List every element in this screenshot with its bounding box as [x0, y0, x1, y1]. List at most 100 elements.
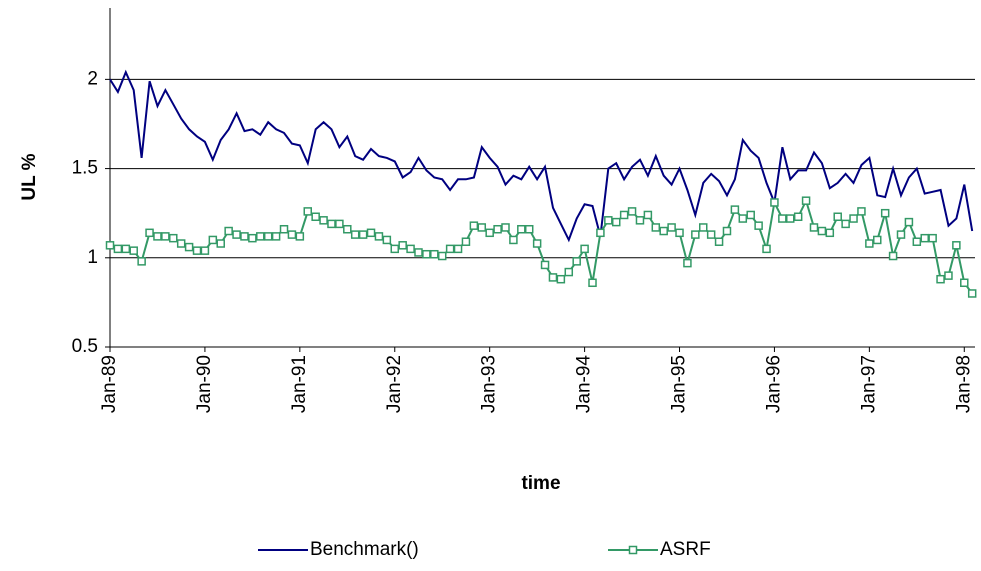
data-point	[809, 223, 819, 232]
data-point	[556, 274, 566, 284]
data-point	[667, 223, 676, 232]
data-point	[833, 212, 842, 222]
data-point	[208, 235, 218, 245]
x-tick-label: Jan-92	[384, 355, 405, 413]
data-point	[137, 257, 146, 266]
data-point	[643, 210, 653, 220]
data-point	[493, 224, 502, 234]
data-point	[604, 216, 613, 225]
data-point	[944, 271, 953, 280]
data-point	[817, 226, 827, 236]
data-point	[635, 216, 645, 225]
data-point	[564, 267, 574, 277]
legend-item: ASRF	[608, 539, 711, 560]
data-point	[659, 226, 668, 236]
data-point	[232, 230, 241, 239]
data-point	[730, 205, 740, 214]
data-point	[271, 232, 281, 241]
y-tick-label: 0.5	[72, 336, 98, 357]
data-point	[335, 219, 344, 229]
data-point	[786, 214, 795, 223]
data-point	[619, 210, 629, 220]
data-point	[706, 230, 716, 239]
data-point	[960, 278, 969, 288]
data-point	[517, 224, 526, 234]
data-point	[422, 249, 431, 259]
data-point	[501, 223, 510, 232]
data-point	[896, 230, 906, 239]
data-point	[801, 196, 811, 205]
data-point	[469, 221, 479, 230]
data-point	[572, 257, 581, 266]
data-point	[762, 244, 771, 254]
data-point	[825, 228, 835, 238]
data-point	[319, 216, 328, 225]
data-point	[461, 237, 471, 246]
data-point	[588, 278, 597, 288]
x-tick-label: Jan-93	[479, 355, 500, 413]
data-point	[311, 212, 320, 222]
data-point	[936, 274, 945, 284]
data-point	[295, 232, 305, 241]
data-point	[453, 244, 463, 254]
data-point	[920, 233, 929, 243]
x-axis-title: time	[521, 473, 560, 494]
data-point	[714, 237, 724, 246]
data-point	[778, 214, 787, 223]
legend-label: Benchmark()	[310, 539, 419, 560]
x-tick-label: Jan-91	[289, 355, 310, 413]
data-point	[279, 224, 289, 234]
data-point	[350, 230, 360, 239]
data-point	[880, 208, 890, 218]
data-point	[366, 228, 376, 238]
data-point	[738, 214, 748, 223]
x-tick-label: Jan-96	[763, 355, 784, 413]
data-point	[240, 232, 249, 241]
x-tick-label: Jan-94	[574, 355, 595, 414]
data-point	[651, 223, 661, 232]
x-tick-label: Jan-95	[669, 355, 690, 413]
legend-label: ASRF	[660, 539, 711, 560]
data-point	[374, 232, 384, 241]
data-point	[176, 239, 186, 248]
data-point	[343, 224, 352, 234]
data-point	[532, 239, 542, 248]
data-point	[224, 226, 233, 236]
data-point	[113, 244, 123, 254]
data-point	[857, 207, 866, 216]
y-tick-label: 1.5	[72, 158, 98, 179]
data-point	[287, 230, 297, 239]
legend-item: Benchmark()	[258, 539, 419, 560]
data-point	[327, 219, 336, 229]
data-point	[691, 230, 700, 239]
data-point	[390, 244, 400, 254]
data-point	[967, 289, 977, 298]
data-point	[161, 232, 170, 241]
data-point	[540, 260, 550, 270]
x-tick-label: Jan-98	[953, 355, 974, 413]
data-point	[675, 228, 684, 238]
data-point	[145, 228, 154, 238]
data-point	[509, 235, 518, 245]
y-tick-label: 2	[87, 68, 98, 89]
data-point	[256, 232, 265, 241]
x-tick-label: Jan-90	[194, 355, 215, 413]
data-point	[477, 223, 487, 232]
data-point	[121, 244, 131, 254]
data-point	[153, 232, 162, 241]
data-point	[904, 217, 914, 227]
data-point	[192, 246, 202, 255]
data-point	[105, 241, 115, 250]
data-point	[865, 239, 874, 248]
data-point	[524, 224, 534, 234]
x-tick-label: Jan-89	[99, 355, 120, 413]
data-point	[699, 223, 708, 232]
data-point	[303, 207, 312, 216]
data-point	[548, 273, 558, 282]
data-point	[129, 246, 138, 255]
data-point	[263, 232, 273, 241]
data-point	[928, 233, 937, 243]
data-point	[430, 249, 439, 259]
data-point	[580, 244, 589, 254]
data-point	[485, 228, 494, 238]
